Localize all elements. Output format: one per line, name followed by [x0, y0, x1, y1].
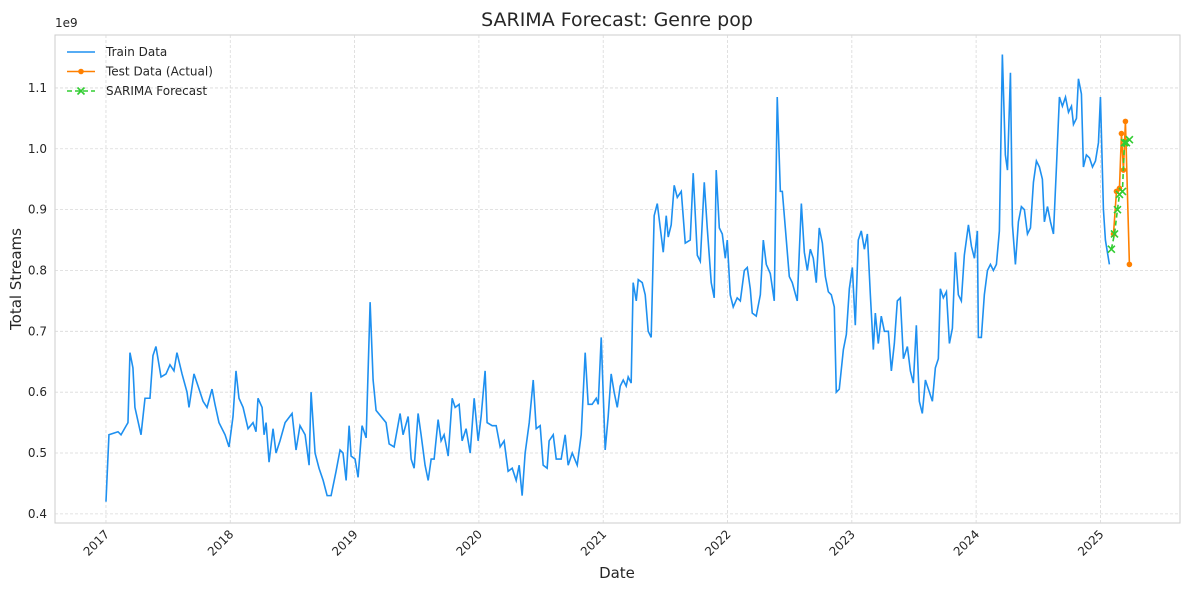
legend-label: SARIMA Forecast — [106, 84, 207, 98]
y-tick-label: 0.5 — [28, 446, 47, 460]
marker — [1118, 130, 1125, 137]
y-offset-label: 1e9 — [55, 16, 78, 30]
y-tick-label: 0.4 — [28, 507, 47, 521]
marker — [1120, 138, 1129, 147]
plot-area — [54, 34, 1181, 524]
marker — [1107, 245, 1116, 254]
y-tick-label: 0.9 — [28, 203, 47, 217]
legend-label: Test Data (Actual) — [105, 65, 213, 79]
x-tick-label: 2024 — [951, 527, 982, 558]
x-axis-label: Date — [599, 564, 635, 582]
x-tick-label: 2019 — [329, 527, 360, 558]
legend-label: Train Data — [105, 45, 167, 59]
x-tick-label: 2025 — [1075, 527, 1106, 558]
y-axis-label: Total Streams — [7, 228, 25, 331]
x-tick-label: 2022 — [702, 527, 733, 558]
chart-title: SARIMA Forecast: Genre pop — [481, 9, 753, 31]
marker — [1110, 229, 1119, 239]
marker — [1118, 187, 1127, 196]
x-tick-label: 2020 — [454, 527, 485, 558]
y-tick-label: 0.7 — [28, 324, 47, 338]
x-tick-label: 2018 — [205, 527, 236, 558]
marker — [1113, 205, 1122, 214]
marker — [1125, 135, 1134, 144]
y-tick-label: 0.8 — [28, 263, 47, 277]
y-tick-label: 0.6 — [28, 385, 47, 399]
series-line — [105, 54, 1111, 502]
y-tick-label: 1.1 — [28, 81, 47, 95]
y-tick-label: 1.0 — [28, 142, 47, 156]
x-tick-label: 2023 — [826, 527, 857, 558]
marker — [1122, 118, 1129, 125]
x-tick-label: 2021 — [578, 527, 609, 558]
marker — [1126, 261, 1133, 268]
x-tick-label: 2017 — [81, 527, 112, 558]
legend-marker — [76, 86, 86, 96]
legend-marker — [78, 68, 84, 75]
